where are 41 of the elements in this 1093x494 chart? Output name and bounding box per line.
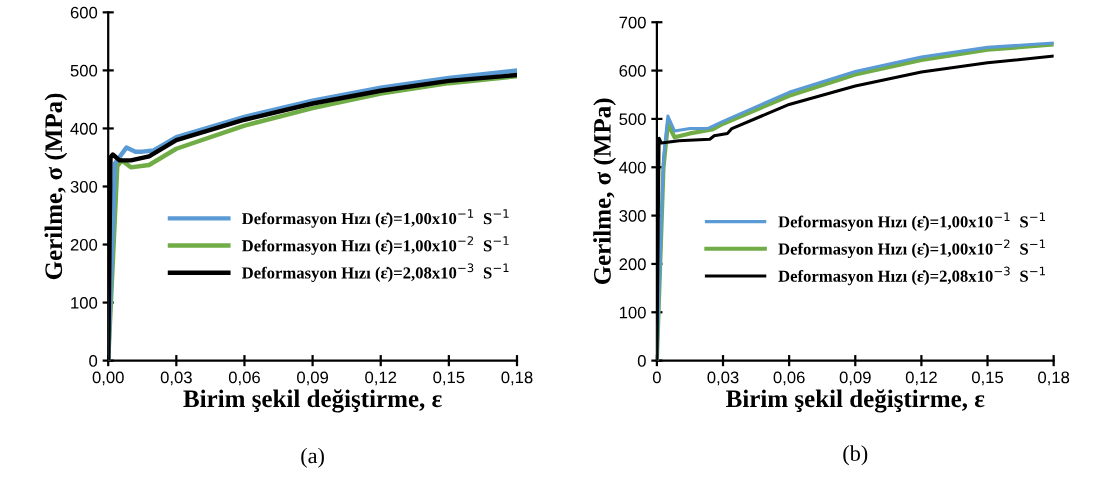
- y-tick-label: 400: [70, 122, 98, 135]
- x-tick-label: 0,18: [1038, 371, 1070, 386]
- y-tick-label: 100: [619, 306, 646, 319]
- legend-label: Deformasyon Hızı (ε̇)=1,00x10$^{−2}$ S$^{−1}$: [241, 236, 509, 255]
- legend-label: Deformasyon Hızı (ε̇)=1,00x10$^{−1}$ S$^{−1}$: [241, 209, 509, 228]
- y-tick-label: 300: [70, 180, 98, 193]
- text: (a): [301, 447, 324, 468]
- x-tick-label: 0,00: [92, 371, 124, 386]
- x-tick-label: 0,15: [433, 371, 465, 386]
- y-tick-label: 500: [619, 113, 646, 126]
- legend-label: Deformasyon Hızı (ε̇)=2,08x10$^{−3}$ S$^{−1}$: [241, 263, 509, 282]
- y-tick-label: 0: [637, 355, 646, 367]
- y-tick-label: 600: [70, 6, 98, 19]
- y-tick-label: 200: [70, 238, 98, 251]
- y-tick-label: 700: [619, 16, 646, 29]
- y-tick-label: 300: [619, 210, 646, 222]
- x-tick-label: 0,15: [971, 371, 1004, 386]
- y-tick-label: 600: [619, 64, 646, 77]
- x-tick-label: 0,06: [773, 371, 805, 386]
- y-tick-label: 100: [71, 296, 98, 309]
- text: (b): [843, 445, 868, 466]
- x-axis-title: Birim şekil değiştirme, ε: [183, 389, 442, 413]
- legend-label: Deformasyon Hızı (ε̇)=2,08x10$^{−3}$ S$^{−1}$: [778, 266, 1045, 286]
- x-tick-label: 0,18: [501, 371, 533, 386]
- y-tick-label: 500: [70, 64, 98, 77]
- x-tick-label: 0,03: [160, 371, 192, 386]
- y-tick-label: 200: [619, 258, 646, 271]
- x-tick-label: 0,06: [228, 371, 260, 386]
- y-axis-title: Gerilme, σ (MPa): [593, 98, 616, 285]
- x-tick-label: 0,03: [707, 371, 739, 386]
- x-axis-title: Birim şekil değiştirme, ε: [726, 389, 985, 413]
- y-tick-label: 0: [89, 355, 98, 367]
- y-axis-title: Gerilme, σ (MPa): [44, 93, 68, 280]
- x-tick-label: 0,12: [365, 371, 397, 386]
- x-tick-label: 0,09: [297, 371, 329, 386]
- x-tick-label: 0: [652, 371, 661, 384]
- legend-label: Deformasyon Hızı (ε̇)=1,00x10$^{−2}$ S$^{−1}$: [778, 239, 1045, 259]
- legend-label: Deformasyon Hızı (ε̇)=1,00x10$^{−1}$ S$^{−1}$: [778, 212, 1045, 231]
- x-tick-label: 0,09: [839, 371, 871, 386]
- x-tick-label: 0,12: [905, 371, 937, 386]
- y-tick-label: 400: [619, 161, 646, 174]
